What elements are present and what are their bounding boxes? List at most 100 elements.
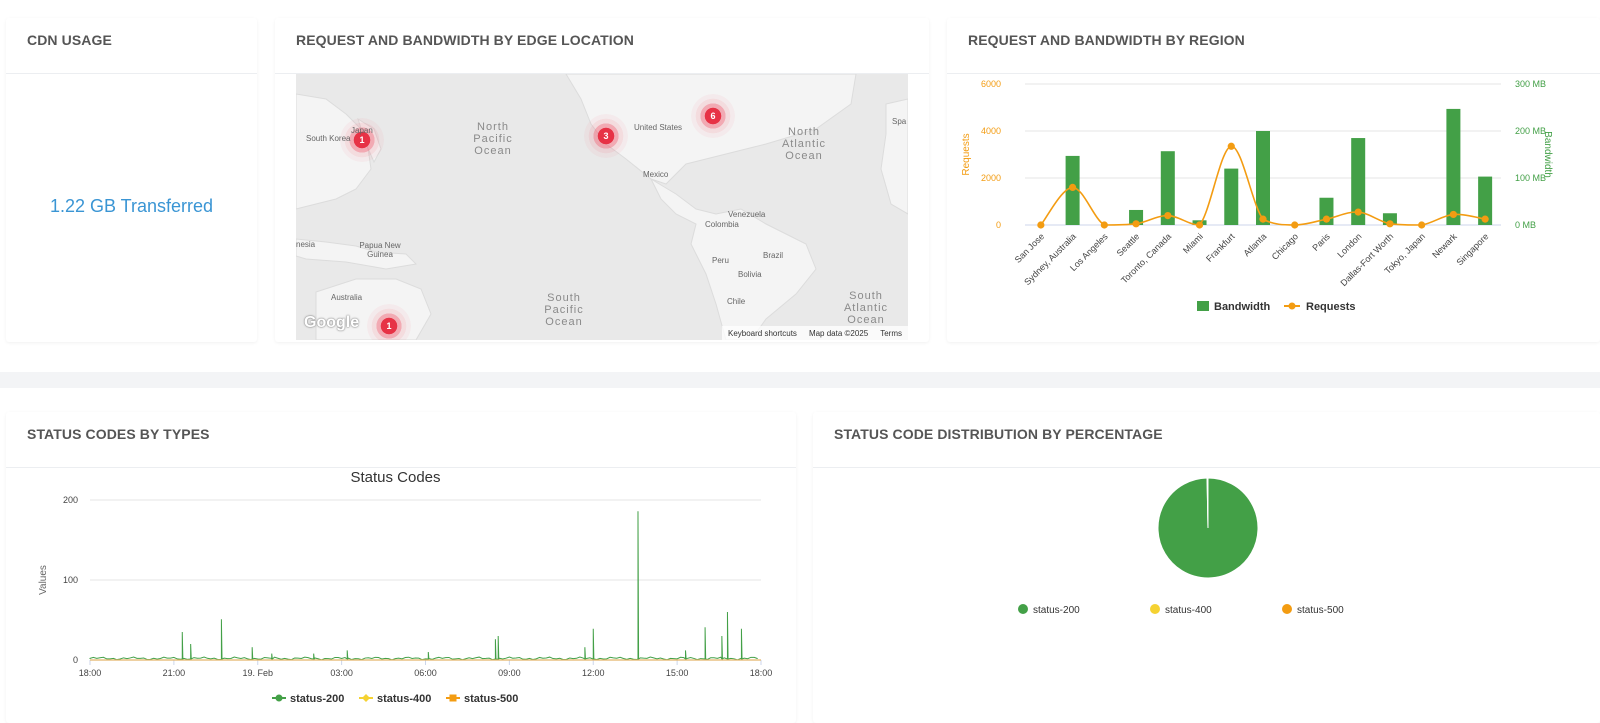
y-tick-label: 2000 <box>981 173 1001 183</box>
map-cluster-marker[interactable]: 3 <box>584 114 628 158</box>
map-place-label: Bolivia <box>738 270 762 279</box>
requests-point <box>1322 215 1331 223</box>
legend-bandwidth-swatch <box>1197 301 1209 311</box>
status-distribution-chart: status-200 status-400 status-500 <box>1018 477 1344 616</box>
map-footer: Keyboard shortcuts Map data ©2025 Terms <box>722 326 908 340</box>
map-data-attribution: Map data ©2025 <box>808 328 869 338</box>
requests-point <box>1418 221 1426 229</box>
y-tick-label: 4000 <box>981 126 1001 136</box>
x-tick-label: 03:00 <box>330 668 353 678</box>
legend-bandwidth-label: Bandwidth <box>1214 301 1270 313</box>
requests-point <box>1259 215 1267 223</box>
bar-bandwidth <box>1478 176 1493 225</box>
chart-title: Status Codes <box>350 469 440 486</box>
requests-point <box>1481 215 1489 223</box>
legend-marker <box>275 694 283 702</box>
requests-point <box>1069 183 1077 191</box>
x-tick-label: Frankfurt <box>1204 231 1237 264</box>
x-tick-label: Singapore <box>1454 231 1490 267</box>
requests-point <box>1386 220 1394 228</box>
y2-axis-label: Bandwidth <box>1542 131 1553 178</box>
map-place-label: Venezuela <box>728 210 766 219</box>
map-place-label: Chile <box>727 297 746 306</box>
map-place-label: Papua New Guinea <box>359 241 401 259</box>
map-cluster-marker[interactable]: 1 <box>340 118 384 162</box>
bar-bandwidth <box>1160 151 1175 225</box>
requests-line <box>1040 145 1486 226</box>
legend-label: status-500 <box>464 693 518 705</box>
requests-point <box>1100 221 1108 229</box>
legend-marker <box>1150 604 1160 614</box>
bar-bandwidth <box>1129 209 1144 225</box>
y-axis-label: Values <box>38 565 49 595</box>
x-tick-label: Paris <box>1310 231 1332 253</box>
keyboard-shortcuts-link[interactable]: Keyboard shortcuts <box>728 328 797 338</box>
map-place-label: nesia <box>296 240 316 249</box>
map-place-label: Brazil <box>763 251 784 260</box>
bar-bandwidth <box>1224 168 1239 225</box>
legend-marker <box>449 694 457 702</box>
map-place-label: Mexico <box>643 170 669 179</box>
map-place-label: Spa <box>892 117 907 126</box>
requests-point <box>1037 221 1045 229</box>
map-place-label: Australia <box>331 293 363 302</box>
map-cluster-marker[interactable]: 1 <box>367 304 411 340</box>
card-title: REQUEST AND BANDWIDTH BY REGION <box>968 32 1245 48</box>
map-place-label: Peru <box>712 256 729 265</box>
requests-point <box>1132 220 1140 228</box>
divider <box>813 467 1600 468</box>
status-codes-chart: Status Codes 0 100 200 Values 18:00 21:00 19. F… <box>38 469 772 705</box>
terms-link[interactable]: Terms <box>880 328 902 338</box>
bar-bandwidth <box>1382 213 1397 225</box>
x-tick-label: Seattle <box>1115 231 1142 258</box>
map-cluster-marker[interactable]: 6 <box>691 94 735 138</box>
divider <box>947 73 1600 74</box>
legend-label: status-200 <box>290 693 344 705</box>
x-tick-label: Chicago <box>1270 231 1300 261</box>
legend-label: status-500 <box>1297 605 1344 616</box>
legend-label: status-400 <box>1165 605 1212 616</box>
card-title: STATUS CODE DISTRIBUTION BY PERCENTAGE <box>834 426 1163 442</box>
legend-marker <box>362 694 370 702</box>
map-ocean-label: North Atlantic Ocean <box>781 126 827 162</box>
cdn-usage-card: CDN USAGE 1.22 GB Transferred <box>6 18 257 342</box>
edge-location-map[interactable]: 1 3 6 1 South Korea Japan United States … <box>296 74 908 340</box>
x-tick-label: 18:00 <box>79 668 102 678</box>
series-status-200-line <box>89 511 758 661</box>
y2-tick-label: 100 MB <box>1515 173 1546 183</box>
map-ocean-label: South Atlantic Ocean <box>843 290 889 326</box>
bar-bandwidth <box>1256 131 1270 225</box>
x-tick-label: 19. Feb <box>242 668 273 678</box>
requests-point <box>1195 221 1204 229</box>
map-ocean-label: North Pacific Ocean <box>473 121 513 157</box>
y2-tick-label: 200 MB <box>1515 126 1546 136</box>
card-title: REQUEST AND BANDWIDTH BY EDGE LOCATION <box>296 32 634 48</box>
map-place-label: Colombia <box>705 220 739 229</box>
y-axis-label: Requests <box>961 133 972 175</box>
card-title: STATUS CODES BY TYPES <box>27 426 210 442</box>
requests-point <box>1449 210 1457 219</box>
cdn-transferred-value: 1.22 GB Transferred <box>49 196 214 216</box>
bar-bandwidth <box>1351 138 1366 225</box>
map-place-label: South Korea <box>306 134 351 143</box>
divider <box>6 467 796 468</box>
y2-tick-label: 0 MB <box>1515 220 1536 230</box>
legend-marker <box>1282 604 1292 614</box>
x-tick-label: 21:00 <box>163 668 186 678</box>
requests-point <box>1354 208 1362 216</box>
google-logo: Google <box>304 314 360 331</box>
bar-bandwidth <box>1446 108 1461 225</box>
map-ocean-label: South Pacific Ocean <box>544 292 584 328</box>
status-codes-card: STATUS CODES BY TYPES <box>6 412 796 723</box>
x-tick-label: London <box>1335 231 1363 259</box>
divider <box>6 73 257 74</box>
card-title: CDN USAGE <box>27 32 112 48</box>
y-tick-label: 0 <box>996 220 1001 230</box>
x-tick-label: 15:00 <box>666 668 689 678</box>
y-tick-label: 200 <box>63 495 78 505</box>
legend-label: status-400 <box>377 693 431 705</box>
legend-marker <box>1018 604 1028 614</box>
x-tick-label: Miami <box>1181 231 1205 255</box>
region-chart: 0 0 MB 2000 100 MB 4000 200 MB 6000 300 MB Reque… <box>961 79 1553 313</box>
legend-requests-marker <box>1288 302 1296 310</box>
